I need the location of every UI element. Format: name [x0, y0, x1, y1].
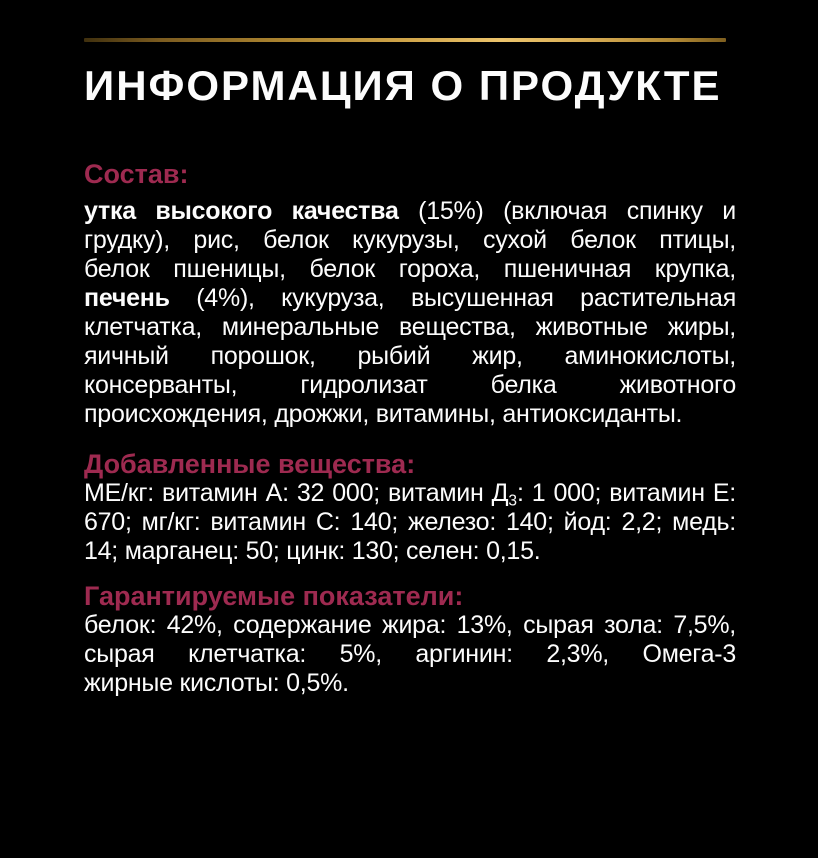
page-title: ИНФОРМАЦИЯ О ПРОДУКТЕ	[84, 62, 722, 109]
text-segment: происхождения, дрожжи, витамины, антиокс…	[84, 400, 683, 428]
guaranteed-analysis-heading: Гарантируемые показатели:	[84, 581, 464, 611]
section-guaranteed-analysis: Гарантируемые показатели: белок: 42%, со…	[84, 582, 736, 698]
text-segment: утка высокого качества	[84, 197, 399, 225]
text-line: белок пшеницы, белок гороха, пшеничная к…	[84, 255, 736, 284]
text-line: утка высокого качества (15%) (включая сп…	[84, 197, 736, 226]
text-segment: печень	[84, 284, 170, 312]
composition-text: утка высокого качества (15%) (включая сп…	[84, 197, 736, 429]
text-segment: клетчатка, минеральные вещества, животны…	[84, 313, 736, 341]
text-segment: грудку), рис, белок кукурузы, сухой бело…	[84, 226, 736, 254]
text-segment: (15%) (включая спинку и	[398, 197, 736, 225]
text-line: консерванты, гидролизат белка животного	[84, 371, 736, 400]
text-segment: сырая клетчатка: 5%, аргинин: 2,3%, Омег…	[84, 640, 736, 668]
added-substances-text: МЕ/кг: витамин А: 32 000; витамин Д3: 1 …	[84, 479, 736, 566]
composition-heading: Состав:	[84, 159, 189, 189]
guaranteed-analysis-text: белок: 42%, содержание жира: 13%, сырая …	[84, 611, 736, 698]
text-segment: 14; марганец: 50; цинк: 130; селен: 0,15…	[84, 537, 541, 565]
gold-divider-line	[84, 38, 726, 42]
text-segment: : 1 000; витамин Е:	[516, 479, 736, 507]
text-line: печень (4%), кукуруза, высушенная растит…	[84, 284, 736, 313]
text-segment: яичный порошок, рыбий жир, аминокислоты,	[84, 342, 736, 370]
text-line: клетчатка, минеральные вещества, животны…	[84, 313, 736, 342]
text-line: МЕ/кг: витамин А: 32 000; витамин Д3: 1 …	[84, 479, 736, 508]
text-line: жирные кислоты: 0,5%.	[84, 669, 736, 698]
text-line: яичный порошок, рыбий жир, аминокислоты,	[84, 342, 736, 371]
text-segment: белок: 42%, содержание жира: 13%, сырая …	[84, 611, 736, 639]
text-line: белок: 42%, содержание жира: 13%, сырая …	[84, 611, 736, 640]
text-segment: белок пшеницы, белок гороха, пшеничная к…	[84, 255, 736, 283]
section-added-substances: Добавленные вещества: МЕ/кг: витамин А: …	[84, 450, 736, 566]
text-line: 670; мг/кг: витамин С: 140; железо: 140;…	[84, 508, 736, 537]
text-segment: (4%), кукуруза, высушенная растительная	[169, 284, 736, 312]
text-line: сырая клетчатка: 5%, аргинин: 2,3%, Омег…	[84, 640, 736, 669]
text-segment: жирные кислоты: 0,5%.	[84, 669, 349, 697]
product-info-page: ИНФОРМАЦИЯ О ПРОДУКТЕ Состав: утка высок…	[0, 38, 818, 858]
text-segment: МЕ/кг: витамин А: 32 000; витамин Д	[84, 479, 509, 507]
text-segment: 670; мг/кг: витамин С: 140; железо: 140;…	[84, 508, 736, 536]
text-line: грудку), рис, белок кукурузы, сухой бело…	[84, 226, 736, 255]
subscript-text: 3	[508, 492, 517, 508]
text-segment: консерванты, гидролизат белка животного	[84, 371, 736, 399]
text-line: происхождения, дрожжи, витамины, антиокс…	[84, 400, 736, 429]
section-composition: Состав: утка высокого качества (15%) (вк…	[84, 160, 736, 429]
text-line: 14; марганец: 50; цинк: 130; селен: 0,15…	[84, 537, 736, 566]
added-substances-heading: Добавленные вещества:	[84, 449, 416, 479]
